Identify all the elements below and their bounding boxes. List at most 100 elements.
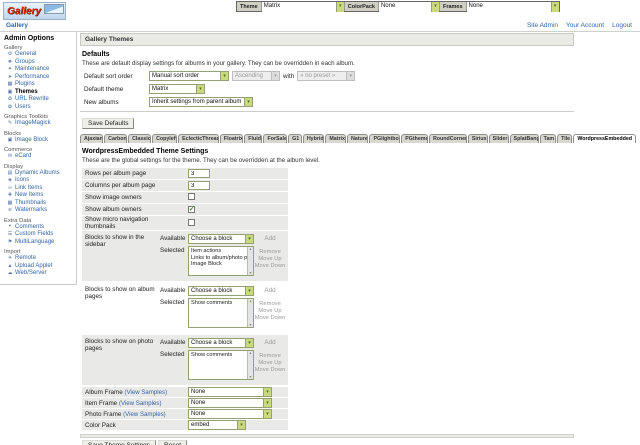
theme-tab[interactable]: Slider	[488, 134, 509, 143]
sidebar-item[interactable]: ▦ Plugins	[4, 81, 74, 89]
sidebar-item-link[interactable]: Users	[15, 103, 31, 110]
scroll-down-icon[interactable]: ▼	[248, 375, 253, 379]
frame-select[interactable]: None ▾	[188, 387, 272, 397]
scroll-up-icon[interactable]: ▲	[248, 299, 253, 303]
sidebar-item-link[interactable]: eCard	[15, 153, 32, 159]
scroll-down-icon[interactable]: ▼	[248, 271, 253, 275]
sidebar-item-link[interactable]: URL Rewrite	[15, 96, 49, 102]
user-link[interactable]: Site Admin	[526, 22, 559, 29]
sidebar-item-link[interactable]: Web/Server	[15, 270, 47, 276]
available-block-select[interactable]: Choose a block ▾	[188, 286, 254, 296]
sidebar-item[interactable]: ◈ Icons	[4, 177, 74, 185]
sidebar-item[interactable]: ❖ Groups	[4, 59, 74, 67]
sidebar-item-link[interactable]: Dynamic Albums	[15, 169, 60, 176]
sidebar-item[interactable]: ✈ Remote	[4, 255, 74, 263]
gallery-logo[interactable]: Gallery	[3, 2, 66, 20]
listbox-scrollbar[interactable]: ▲ ▼	[247, 299, 253, 327]
sidebar-item-link[interactable]: Maintenance	[15, 66, 50, 72]
sidebar-item-link[interactable]: Thumbnails	[15, 199, 47, 206]
colorpack-select[interactable]: None ▾	[378, 2, 439, 12]
listbox-scrollbar[interactable]: ▲ ▼	[247, 247, 253, 275]
theme-tab[interactable]: Siriux	[467, 134, 488, 143]
scroll-up-icon[interactable]: ▲	[248, 247, 253, 251]
default-theme-select[interactable]: Matrix ▾	[149, 84, 205, 94]
sidebar-item-link[interactable]: ImageMagick	[15, 120, 51, 126]
sidebar-item[interactable]: ✿ Users	[4, 104, 74, 112]
sidebar-item[interactable]: ✎ ImageMagick	[4, 120, 74, 128]
sidebar-item-link[interactable]: Custom Fields	[15, 231, 54, 237]
save-defaults-button[interactable]: Save Defaults	[82, 118, 135, 129]
frames-select[interactable]: None ▾	[466, 2, 559, 12]
theme-tab[interactable]: Matrix	[325, 134, 346, 143]
listbox-item[interactable]: Show comments	[191, 300, 233, 306]
view-samples-link[interactable]: (View Samples)	[124, 388, 168, 396]
sidebar-item[interactable]: ➤ Performance	[4, 74, 74, 82]
theme-tab[interactable]: Carbon	[104, 134, 128, 143]
theme-tab[interactable]: EclecticThreads	[178, 134, 219, 143]
sidebar-item-link[interactable]: Watermarks	[15, 207, 48, 213]
sidebar-item-link[interactable]: Themes	[15, 88, 38, 95]
sidebar-item[interactable]: ✚ New Items	[4, 192, 74, 200]
available-block-select[interactable]: Choose a block ▾	[188, 338, 254, 348]
sidebar-item-link[interactable]: New Items	[15, 192, 44, 198]
sidebar-item-link[interactable]: Comments	[15, 223, 45, 230]
selected-blocks-listbox[interactable]: Show comments ▲ ▼	[188, 350, 254, 380]
add-block-button[interactable]: Add	[264, 339, 276, 346]
scroll-down-icon[interactable]: ▼	[248, 323, 253, 327]
sidebar-item[interactable]: ✉ eCard	[4, 153, 74, 161]
sidebar-item[interactable]: ✦ Maintenance	[4, 66, 74, 74]
theme-tab[interactable]: Fluid	[244, 134, 263, 143]
checkbox[interactable]	[188, 206, 195, 213]
breadcrumb-gallery-link[interactable]: Gallery	[6, 22, 29, 29]
number-input[interactable]	[188, 169, 210, 178]
new-albums-select[interactable]: Inherit settings from parent album ▾	[149, 97, 253, 107]
remove-block-button[interactable]: Remove	[259, 301, 281, 307]
preset-select[interactable]: « no preset » ▾	[297, 71, 356, 81]
sidebar-item[interactable]: ∞ Link Items	[4, 185, 74, 193]
theme-tab[interactable]: Ajaxian	[80, 134, 104, 143]
move-down-button[interactable]: Move Down	[254, 367, 286, 373]
user-link[interactable]: Logout	[612, 22, 632, 29]
sidebar-item[interactable]: ▣ Image Block	[4, 137, 74, 145]
theme-tab[interactable]: PGtheme	[401, 134, 428, 143]
remove-block-button[interactable]: Remove	[259, 249, 281, 255]
selected-blocks-listbox[interactable]: Show comments ▲ ▼	[188, 298, 254, 328]
save-theme-settings-button[interactable]: Save Theme Settings	[82, 440, 157, 445]
theme-tab[interactable]: Hybrid	[302, 134, 325, 143]
checkbox[interactable]	[188, 193, 195, 200]
user-link[interactable]: Your Account	[566, 22, 605, 29]
frame-select[interactable]: None ▾	[188, 398, 272, 408]
theme-tab[interactable]: ForSale	[263, 134, 288, 143]
sidebar-item[interactable]: ♻ URL Rewrite	[4, 96, 74, 104]
sidebar-item-link[interactable]: Plugins	[15, 81, 35, 87]
theme-tab[interactable]: SplatBang	[509, 134, 539, 143]
listbox-scrollbar[interactable]: ▲ ▼	[247, 351, 253, 379]
listbox-item[interactable]: Links to album/photo peers	[191, 254, 247, 261]
add-block-button[interactable]: Add	[264, 235, 276, 242]
listbox-item[interactable]: Item actions	[191, 248, 222, 254]
sidebar-item[interactable]: ☰ Custom Fields	[4, 231, 74, 239]
sidebar-item-link[interactable]: Link Items	[15, 184, 43, 191]
add-block-button[interactable]: Add	[264, 287, 276, 294]
scroll-up-icon[interactable]: ▲	[248, 351, 253, 355]
view-samples-link[interactable]: (View Samples)	[123, 410, 166, 418]
theme-tab[interactable]: WordpressEmbedded	[573, 134, 637, 143]
theme-tab[interactable]: RoundCorners	[428, 134, 467, 143]
reset-button[interactable]: Reset	[158, 440, 188, 445]
sidebar-item-link[interactable]: Performance	[15, 73, 50, 80]
theme-tab[interactable]: Classic	[128, 134, 152, 143]
checkbox[interactable]	[188, 218, 195, 226]
listbox-item[interactable]: Image Block	[191, 261, 222, 267]
move-up-button[interactable]: Move Up	[258, 308, 282, 314]
listbox-item[interactable]: Show comments	[191, 352, 233, 358]
theme-select[interactable]: Matrix ▾	[261, 2, 344, 12]
sort-order-select[interactable]: Manual sort order ▾	[149, 71, 229, 81]
sidebar-item[interactable]: ⚑ MultiLanguage	[4, 239, 74, 247]
sort-direction-select[interactable]: Ascending ▾	[232, 71, 280, 81]
theme-tab[interactable]: PGlightbox	[369, 134, 401, 143]
sidebar-item-link[interactable]: MultiLanguage	[15, 238, 55, 245]
sidebar-item[interactable]: ❝ Comments	[4, 224, 74, 232]
frame-select[interactable]: None ▾	[188, 409, 272, 419]
sidebar-item[interactable]: ⚙ General	[4, 51, 74, 59]
theme-tab[interactable]: Floatrix	[219, 134, 244, 143]
